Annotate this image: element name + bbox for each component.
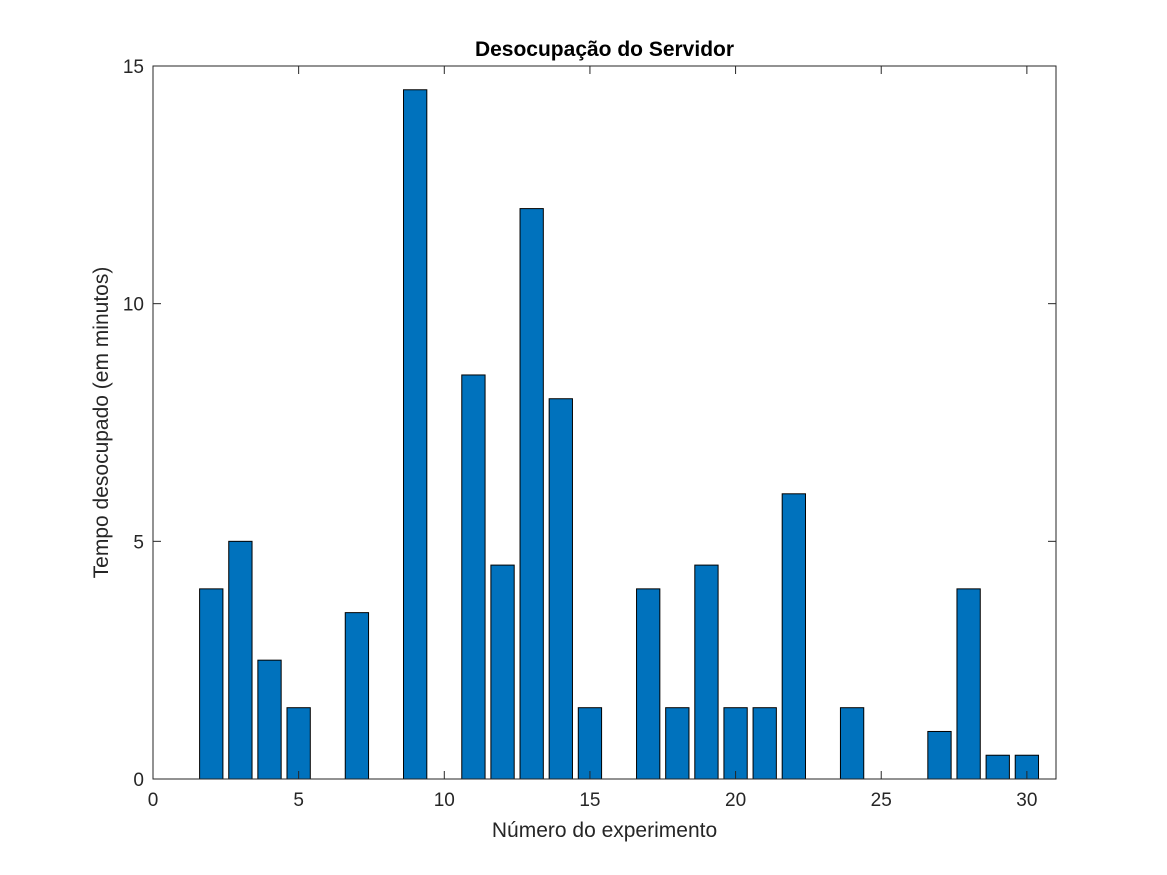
- bar-experiment-12: [490, 564, 515, 780]
- bar-experiment-11: [461, 374, 486, 780]
- x-tick-label-5: 5: [293, 790, 304, 811]
- bar-experiment-17: [636, 588, 661, 780]
- x-tick-label-30: 30: [1016, 790, 1037, 811]
- x-axis-label: Número do experimento: [492, 819, 717, 842]
- chart-title: Desocupação do Servidor: [475, 38, 734, 61]
- bar-experiment-28: [956, 588, 981, 780]
- x-tick-label-20: 20: [725, 790, 746, 811]
- bars-group: [170, 89, 1040, 780]
- bar-experiment-14: [548, 398, 573, 780]
- bar-experiment-5: [286, 707, 311, 780]
- bar-experiment-9: [403, 89, 428, 780]
- bar-experiment-4: [257, 659, 282, 780]
- y-tick-label-15: 15: [123, 57, 144, 78]
- bar-experiment-15: [577, 707, 603, 780]
- x-tick-label-25: 25: [871, 790, 892, 811]
- y-tick-label-0: 0: [133, 770, 144, 791]
- bar-experiment-7: [344, 612, 370, 780]
- y-tick-label-5: 5: [133, 532, 144, 553]
- bar-experiment-20: [723, 707, 748, 780]
- bar-experiment-2: [199, 588, 224, 780]
- x-tick-label-0: 0: [148, 790, 159, 811]
- bar-experiment-29: [985, 754, 1010, 780]
- x-tick-label-10: 10: [434, 790, 455, 811]
- y-axis-label: Tempo desocupado (em minutos): [90, 267, 113, 579]
- bar-experiment-27: [927, 730, 952, 780]
- y-tick-label-10: 10: [123, 295, 144, 316]
- bar-experiment-3: [228, 540, 253, 780]
- bar-experiment-24: [839, 707, 865, 780]
- x-tick-label-15: 15: [579, 790, 600, 811]
- plot-frame: [152, 65, 1057, 780]
- bar-experiment-13: [519, 208, 544, 780]
- bar-experiment-22: [781, 493, 806, 780]
- bar-experiment-18: [665, 707, 690, 780]
- bar-experiment-21: [752, 707, 777, 780]
- bar-experiment-19: [694, 564, 719, 780]
